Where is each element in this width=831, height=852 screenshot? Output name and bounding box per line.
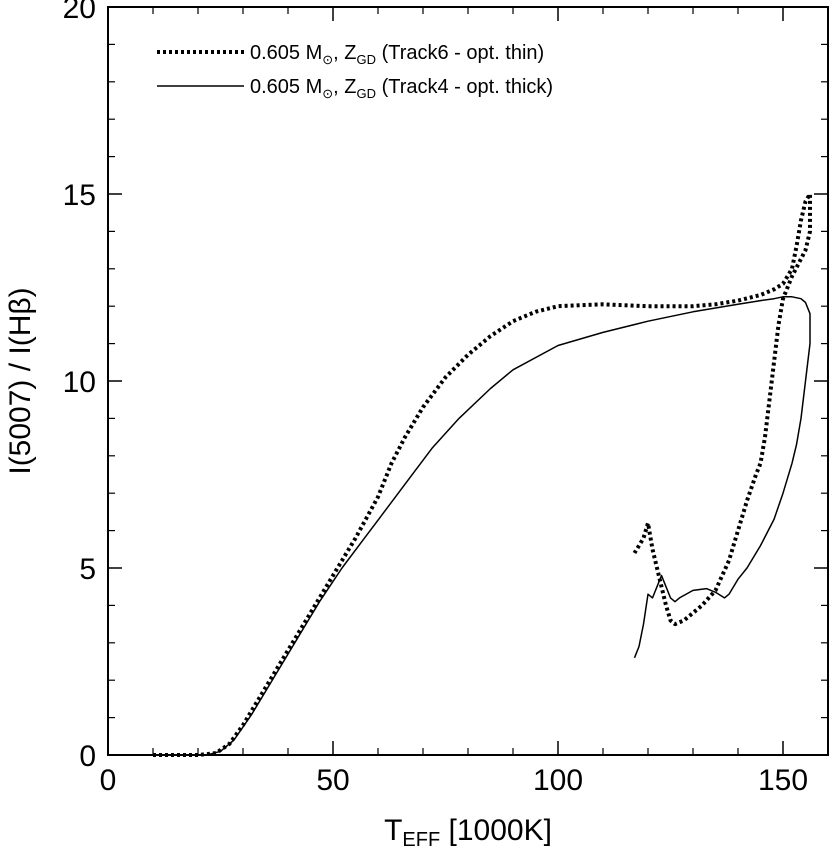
y-tick-label: 5: [79, 553, 96, 586]
legend-track6-mass: 0.605 M: [250, 42, 322, 64]
x-tick-label: 100: [533, 764, 583, 797]
plot-frame: [107, 6, 829, 756]
legend-label-track6: 0.605 M⊙, ZGD (Track6 - opt. thin): [250, 42, 544, 67]
x-axis-title-sub: EFF: [402, 829, 440, 851]
legend-label-track4: 0.605 M⊙, ZGD (Track4 - opt. thick): [250, 76, 553, 101]
legend-track4-z-sub: GD: [357, 86, 377, 101]
legend-track6-track: (Track6 - opt. thin): [376, 42, 544, 64]
x-tick-label: 0: [100, 764, 117, 797]
y-tick-label: 0: [79, 740, 96, 773]
legend-track4-sun-symbol: ⊙: [322, 86, 333, 101]
series-layer: [153, 192, 812, 757]
x-tick-label: 50: [316, 764, 349, 797]
legend-track6-z-sub: GD: [357, 52, 377, 67]
x-tick-label: 150: [758, 764, 808, 797]
legend-track4-track: (Track4 - opt. thick): [376, 76, 553, 98]
y-tick-label: 10: [63, 366, 96, 399]
y-axis-title: I(5007) / I(Hβ): [4, 287, 37, 474]
legend-track4-mass: 0.605 M: [250, 76, 322, 98]
y-tick-label: 20: [63, 0, 96, 25]
axis-tick-labels: 0 50 100 150 0 5 10 15 20: [63, 0, 808, 797]
legend: 0.605 M⊙, ZGD (Track6 - opt. thin) 0.605…: [157, 42, 553, 101]
legend-track4-z: , Z: [333, 76, 356, 98]
x-axis-title-main: T: [384, 814, 402, 847]
x-axis-title: TEFF [1000K]: [384, 814, 552, 851]
series-line-track6: [153, 192, 812, 757]
x-axis-title-rest: [1000K]: [440, 814, 552, 847]
y-tick-label: 15: [63, 179, 96, 212]
legend-track6-z: , Z: [333, 42, 356, 64]
series-line-track4: [206, 296, 811, 756]
axis-ticks: [107, 6, 828, 756]
legend-track6-sun-symbol: ⊙: [322, 52, 333, 67]
